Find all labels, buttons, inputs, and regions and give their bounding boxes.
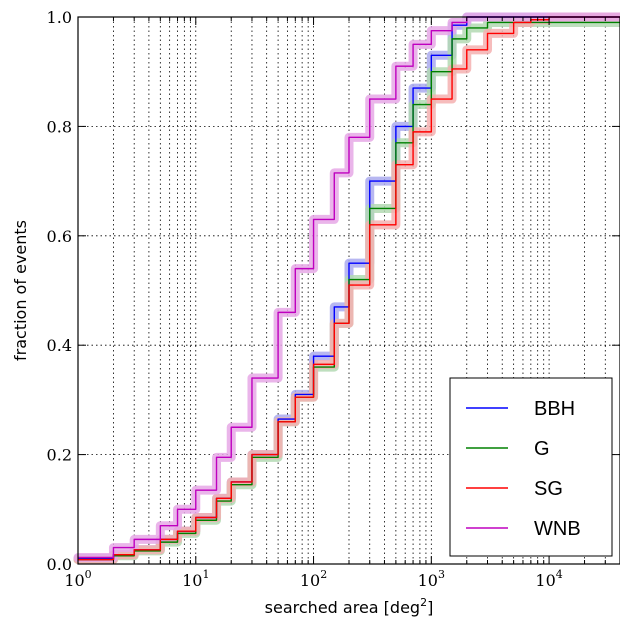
- x-tick-label: 101: [182, 568, 209, 590]
- y-tick-label: 0.0: [47, 555, 72, 574]
- legend: BBH G SG WNB: [449, 377, 613, 557]
- legend-label: SG: [534, 478, 563, 500]
- series-line-wnb: [78, 16, 620, 559]
- y-tick-label: 0.2: [47, 446, 72, 465]
- x-tick-label: 102: [300, 568, 327, 590]
- x-tick-label: 103: [418, 568, 445, 590]
- legend-entry-sg: SG: [466, 478, 563, 500]
- legend-label: G: [534, 438, 550, 460]
- y-tick-label: 0.8: [47, 117, 72, 136]
- x-axis-label: searched area [deg2]: [265, 596, 434, 617]
- legend-entry-g: G: [466, 438, 550, 460]
- legend-entry-wnb: WNB: [466, 518, 581, 540]
- axis-ticks: 100 101 102 103 104 0.0 0.2 0.4 0.6 0.8 1.0: [47, 8, 620, 590]
- y-tick-label: 0.4: [47, 336, 72, 355]
- y-tick-label: 1.0: [47, 8, 72, 27]
- x-tick-label: 100: [64, 568, 91, 590]
- legend-box: [449, 377, 613, 557]
- y-tick-label: 0.6: [47, 227, 72, 246]
- series-line-sg: [78, 16, 620, 561]
- legend-label: WNB: [534, 518, 581, 540]
- x-tick-label: 104: [535, 568, 562, 590]
- legend-entry-bbh: BBH: [466, 398, 575, 420]
- y-axis-label: fraction of events: [11, 220, 30, 361]
- series-lines: [78, 16, 620, 561]
- legend-label: BBH: [534, 398, 575, 420]
- x-axis-label-superscript: 2: [420, 596, 427, 609]
